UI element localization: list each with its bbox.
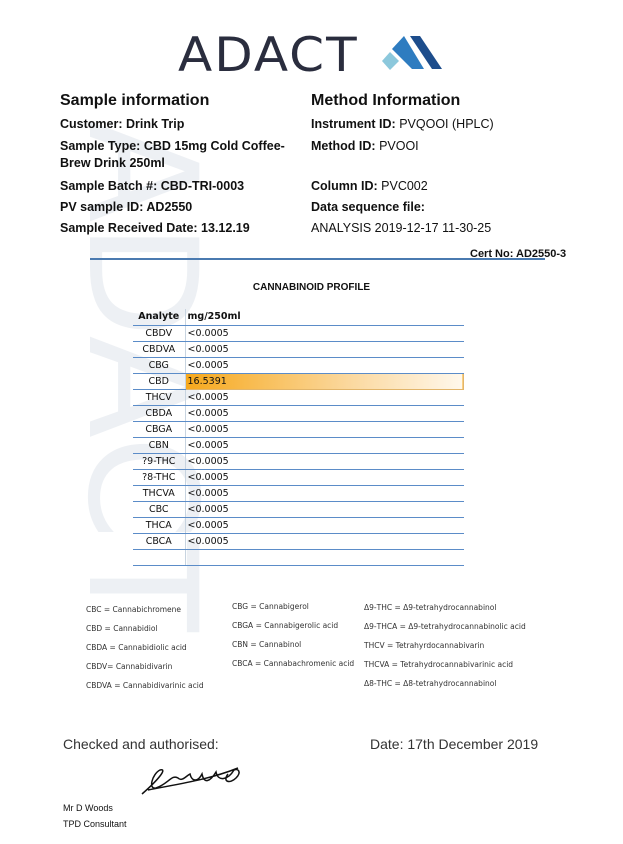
table-row: THCA <0.0005 — [133, 517, 464, 534]
value-cell: <0.0005 — [185, 341, 464, 358]
sample-received-date: Sample Received Date: 13.12.19 — [60, 221, 250, 235]
table-row: CBGA <0.0005 — [133, 421, 464, 438]
method-info-title: Method Information — [311, 92, 461, 109]
table-row-empty — [133, 549, 464, 566]
table-row: CBDV <0.0005 — [133, 325, 464, 342]
value-cell: <0.0005 — [185, 405, 464, 422]
analyte-cell: THCVA — [133, 485, 186, 502]
table-row: ?9-THC <0.0005 — [133, 453, 464, 470]
logo-text: ADACT — [178, 27, 359, 83]
analyte-cell: CBCA — [133, 533, 186, 550]
analyte-cell: CBG — [133, 357, 186, 374]
glossary-item: Δ9-THCA = Δ9-tetrahydrocannabinolic acid — [364, 622, 526, 631]
cannabinoid-table: Analyte mg/250ml CBDV <0.0005 CBDVA <0.0005 C… — [133, 309, 464, 566]
data-sequence-value: ANALYSIS 2019-12-17 11-30-25 — [311, 221, 492, 235]
analyte-cell: ?9-THC — [133, 453, 186, 470]
data-sequence-label: Data sequence file: — [311, 200, 425, 214]
sample-customer: Customer: Drink Trip — [60, 117, 185, 131]
value-cell: <0.0005 — [185, 469, 464, 486]
table-row: ?8-THC <0.0005 — [133, 469, 464, 486]
table-row: CBC <0.0005 — [133, 501, 464, 518]
sample-pv-id: PV sample ID: AD2550 — [60, 200, 193, 214]
checked-label: Checked and authorised: — [63, 736, 219, 752]
value-cell: <0.0005 — [185, 421, 464, 438]
value-cell: <0.0005 — [185, 453, 464, 470]
value-cell: <0.0005 — [185, 501, 464, 518]
table-row: CBD 16.5391 — [133, 372, 464, 390]
glossary-item: CBDVA = Cannabidivarinic acid — [86, 681, 204, 690]
table-row: CBDVA <0.0005 — [133, 341, 464, 358]
glossary-item: CBCA = Cannabachromenic acid — [232, 659, 355, 668]
glossary-item: Δ8-THC = Δ8-tetrahydrocannabinol — [364, 679, 497, 688]
table-row: CBDA <0.0005 — [133, 405, 464, 422]
table-row: THCV <0.0005 — [133, 389, 464, 406]
table-row: CBCA <0.0005 — [133, 533, 464, 550]
analyte-cell: CBDV — [133, 325, 186, 342]
report-date: Date: 17th December 2019 — [370, 736, 539, 752]
signer-role: TPD Consultant — [63, 819, 127, 829]
analyte-cell: CBDVA — [133, 341, 186, 358]
glossary-item: CBN = Cannabinol — [232, 640, 302, 649]
glossary-item: THCV = Tetrahyrdocannabivarin — [364, 641, 485, 650]
value-cell: <0.0005 — [185, 325, 464, 342]
table-row: CBG <0.0005 — [133, 357, 464, 374]
glossary-item: CBDA = Cannabidiolic acid — [86, 643, 187, 652]
method-id: Method ID: PVOOI — [311, 139, 419, 153]
cert-number: Cert No: AD2550-3 — [470, 248, 567, 260]
sample-batch: Sample Batch #: CBD-TRI-0003 — [60, 179, 245, 193]
glossary-item: CBGA = Cannabigerolic acid — [232, 621, 339, 630]
table-row: CBN <0.0005 — [133, 437, 464, 454]
signer-name: Mr D Woods — [63, 803, 113, 813]
analyte-cell: CBN — [133, 437, 186, 454]
analyte-cell: CBD — [133, 373, 186, 390]
value-cell: 16.5391 — [184, 372, 464, 390]
analyte-cell: CBDA — [133, 405, 186, 422]
glossary-item: CBC = Cannabichromene — [86, 605, 181, 614]
glossary-item: Δ9-THC = Δ9-tetrahydrocannabinol — [364, 603, 497, 612]
glossary-item: CBD = Cannabidiol — [86, 624, 158, 633]
table-row: THCVA <0.0005 — [133, 485, 464, 502]
glossary-col-1: CBC = Cannabichromene CBD = Cannabidiol CB… — [86, 600, 204, 695]
glossary-item: CBDV= Cannabidivarin — [86, 662, 173, 671]
glossary-col-2: CBG = Cannabigerol CBGA = Cannabigerolic … — [232, 597, 354, 673]
signature — [141, 767, 240, 795]
sample-info-title: Sample information — [60, 92, 210, 109]
glossary-item: THCVA = Tetrahydrocannabivarinic acid — [364, 660, 514, 669]
value-cell: <0.0005 — [185, 389, 464, 406]
value-cell: <0.0005 — [185, 437, 464, 454]
value-cell: <0.0005 — [185, 533, 464, 550]
glossary-col-3: Δ9-THC = Δ9-tetrahydrocannabinol Δ9-THCA … — [364, 598, 526, 693]
table-header: Analyte mg/250ml — [133, 309, 464, 326]
value-cell: <0.0005 — [185, 357, 464, 374]
profile-title: CANNABINOID PROFILE — [252, 282, 371, 293]
divider — [90, 258, 545, 260]
analyte-cell: ?8-THC — [133, 469, 186, 486]
logo-mark-icon — [382, 36, 442, 70]
sample-type: Sample Type: CBD 15mg Cold Coffee-Brew D… — [60, 139, 285, 170]
analyte-cell: THCV — [133, 389, 186, 406]
analyte-cell: CBGA — [133, 421, 186, 438]
instrument-id: Instrument ID: PVQOOI (HPLC) — [311, 117, 494, 131]
analyte-cell: THCA — [133, 517, 186, 534]
analyte-cell: CBC — [133, 501, 186, 518]
value-cell: <0.0005 — [185, 517, 464, 534]
column-id: Column ID: PVC002 — [311, 179, 428, 193]
glossary-item: CBG = Cannabigerol — [232, 602, 309, 611]
value-cell: <0.0005 — [185, 485, 464, 502]
